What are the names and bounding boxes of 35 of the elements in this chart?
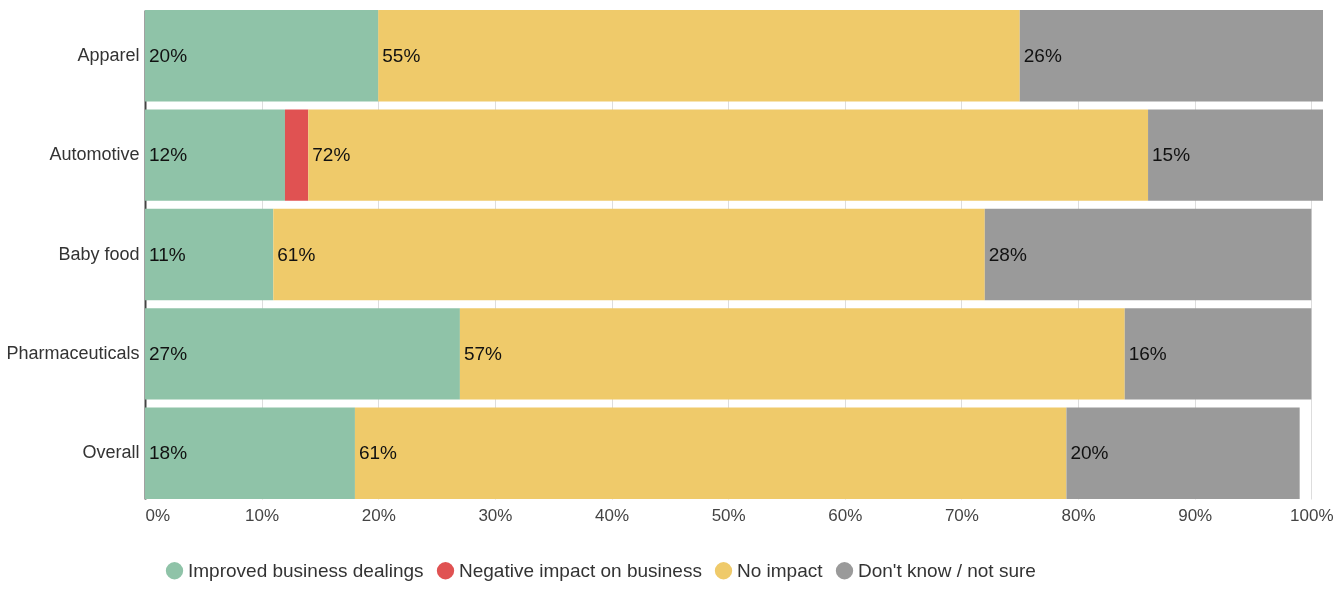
data-label: 12% (149, 144, 188, 166)
legend-label: Don't know / not sure (858, 559, 1036, 581)
x-tick-label: 20% (361, 505, 396, 525)
x-tick-label: 100% (1290, 505, 1334, 525)
y-tick-label: Baby food (58, 243, 140, 264)
data-label: 55% (382, 44, 421, 66)
data-label: 15% (1152, 144, 1191, 166)
x-tick-label: 90% (1178, 505, 1213, 525)
y-tick-label: Automotive (49, 144, 140, 165)
data-label: 20% (1070, 442, 1109, 464)
x-tick-label: 0% (145, 505, 171, 525)
data-label: 28% (988, 243, 1027, 265)
y-tick-label: Overall (82, 442, 140, 463)
data-label: 26% (1023, 44, 1062, 66)
y-tick-label: Pharmaceuticals (6, 342, 140, 363)
data-label: 11% (149, 243, 186, 265)
data-label: 72% (312, 144, 351, 166)
x-tick-label: 50% (711, 505, 746, 525)
data-label: 20% (149, 44, 188, 66)
x-tick-label: 80% (1061, 505, 1096, 525)
x-tick-label: 10% (245, 505, 280, 525)
data-label: 16% (1128, 342, 1167, 364)
x-tick-label: 60% (828, 505, 863, 525)
x-tick-label: 40% (595, 505, 630, 525)
data-label: 57% (463, 342, 503, 364)
data-label: 61% (358, 442, 398, 464)
y-tick-label: Apparel (77, 44, 140, 65)
legend-label: Negative impact on business (459, 559, 702, 581)
data-label: 18% (149, 442, 188, 464)
legend-label: Improved business dealings (188, 559, 424, 581)
data-label: 27% (149, 342, 188, 364)
legend-label: No impact (737, 559, 824, 581)
x-tick-label: 70% (944, 505, 979, 525)
x-tick-label: 30% (478, 505, 513, 525)
data-label: 61% (277, 243, 316, 265)
